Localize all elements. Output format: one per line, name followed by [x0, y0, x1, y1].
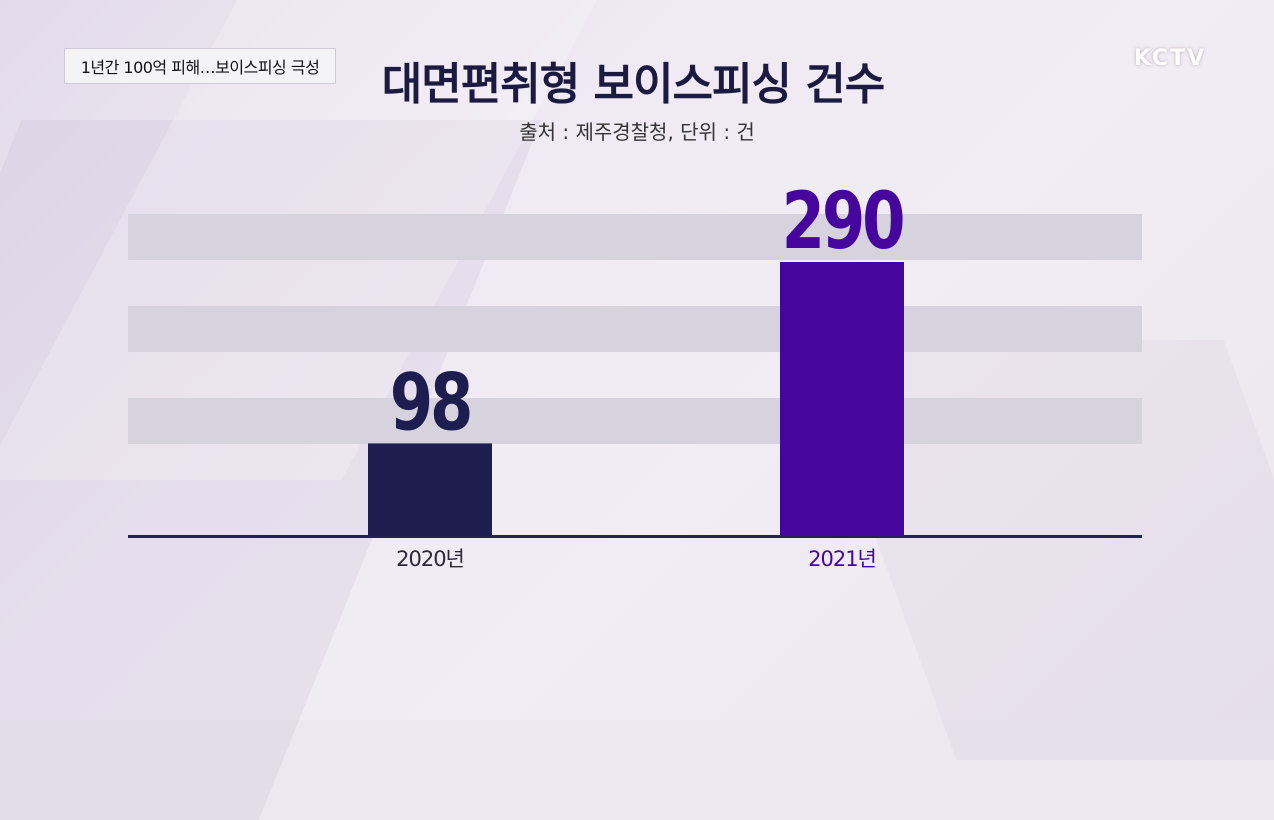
data-label: 98	[390, 357, 470, 449]
news-ticker: 1년간 100억 피해…보이스피싱 극성	[64, 48, 336, 84]
channel-logo: KCTV	[1133, 46, 1207, 71]
grid-band	[128, 214, 1142, 260]
x-tick-label: 2021년	[808, 547, 876, 571]
bar-chart: 98 2020년 290 2021년	[128, 175, 1142, 571]
x-tick-label: 2020년	[396, 547, 464, 571]
chart-title: 대면편취형 보이스피싱 건수	[0, 48, 1274, 112]
grid-band	[128, 398, 1142, 444]
data-label: 290	[782, 175, 903, 267]
x-axis-line	[128, 535, 1142, 538]
bar	[780, 262, 904, 536]
chart-title-text: 대면편취형 보이스피싱 건수	[381, 59, 885, 110]
background	[0, 0, 1274, 720]
bar	[368, 443, 492, 536]
chart-subtitle: 출처 : 제주경찰청, 단위 : 건	[519, 120, 755, 144]
ticker-text: 1년간 100억 피해…보이스피싱 극성	[80, 58, 320, 77]
grid-band	[128, 306, 1142, 352]
